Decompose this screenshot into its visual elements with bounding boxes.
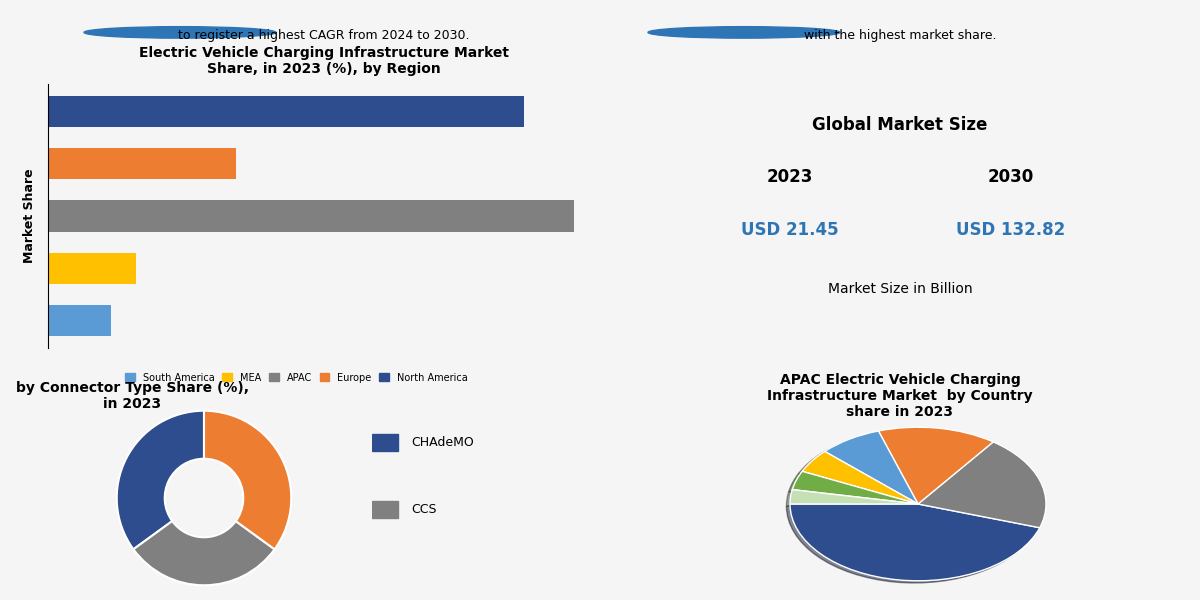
Wedge shape — [878, 427, 994, 504]
Text: to register a highest CAGR from 2024 to 2030.: to register a highest CAGR from 2024 to … — [179, 29, 469, 43]
Wedge shape — [133, 521, 275, 585]
Text: Global Market Size: Global Market Size — [812, 116, 988, 134]
Text: with the highest market share.: with the highest market share. — [804, 29, 996, 43]
Wedge shape — [790, 504, 1039, 581]
Wedge shape — [790, 490, 918, 504]
Wedge shape — [802, 451, 918, 504]
Text: by Connector Type Share (%),
in 2023: by Connector Type Share (%), in 2023 — [16, 381, 248, 411]
Text: USD 21.45: USD 21.45 — [740, 221, 839, 239]
Y-axis label: Market Share: Market Share — [23, 169, 36, 263]
Wedge shape — [918, 442, 1046, 528]
Text: Market Size in Billion: Market Size in Billion — [828, 282, 972, 296]
Text: USD 132.82: USD 132.82 — [955, 221, 1066, 239]
Wedge shape — [204, 411, 292, 549]
Circle shape — [648, 26, 840, 38]
Legend: South America, MEA, APAC, Europe, North America: South America, MEA, APAC, Europe, North … — [121, 369, 472, 386]
Text: CHAdeMO: CHAdeMO — [410, 436, 474, 449]
Wedge shape — [792, 472, 918, 504]
Text: 2030: 2030 — [988, 169, 1033, 187]
Text: CCS: CCS — [410, 503, 437, 516]
Title: Electric Vehicle Charging Infrastructure Market
Share, in 2023 (%), by Region: Electric Vehicle Charging Infrastructure… — [139, 46, 509, 76]
Bar — [372, 501, 398, 518]
Bar — [48, 253, 136, 284]
Circle shape — [84, 26, 276, 38]
Text: 2023: 2023 — [767, 169, 812, 187]
Wedge shape — [824, 431, 918, 504]
Wedge shape — [116, 411, 204, 549]
Bar — [48, 305, 110, 336]
Text: APAC Electric Vehicle Charging
Infrastructure Market  by Country
share in 2023: APAC Electric Vehicle Charging Infrastru… — [767, 373, 1033, 419]
Bar — [48, 200, 574, 232]
Bar — [48, 96, 523, 127]
Bar — [372, 434, 398, 451]
Bar — [48, 148, 235, 179]
